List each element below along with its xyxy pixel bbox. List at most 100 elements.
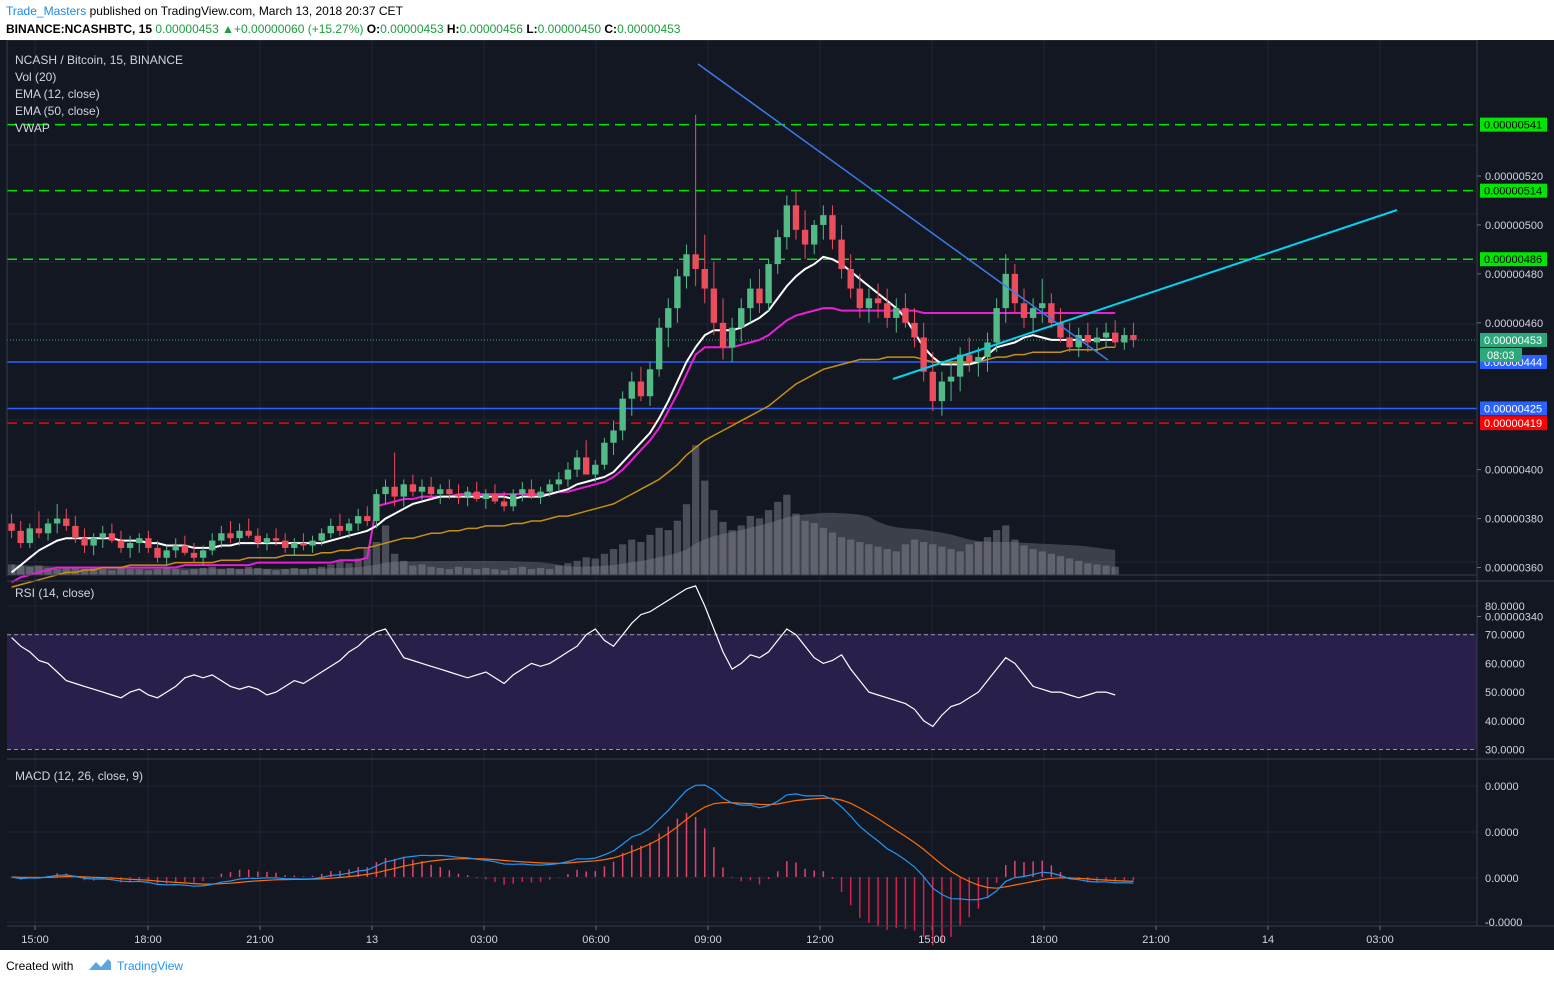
tradingview-brand-link[interactable]: TradingView <box>117 959 184 973</box>
ema12-line[interactable] <box>10 255 1116 574</box>
candle[interactable] <box>519 481 526 502</box>
candle[interactable] <box>218 525 225 548</box>
candle[interactable] <box>418 479 426 502</box>
candle[interactable] <box>437 484 444 504</box>
candle[interactable] <box>947 361 955 402</box>
candle[interactable] <box>701 234 708 304</box>
tradingview-logo-icon[interactable] <box>88 957 112 973</box>
candle[interactable] <box>738 298 745 343</box>
candle[interactable] <box>345 518 353 539</box>
candle[interactable] <box>774 229 781 274</box>
candle[interactable] <box>811 220 818 255</box>
candle[interactable] <box>975 347 982 377</box>
candle[interactable] <box>190 543 198 563</box>
rsi-line[interactable] <box>11 585 1116 728</box>
candle[interactable] <box>1020 288 1028 328</box>
candle[interactable] <box>665 298 672 348</box>
chart-canvas[interactable]: 0.00000520 0.00000500 0.00000480 0.00000460… <box>0 40 1554 950</box>
candle[interactable] <box>81 528 88 553</box>
legend-ema50[interactable]: EMA (50, close) <box>15 104 100 118</box>
candle[interactable] <box>911 308 918 348</box>
author-link[interactable]: Trade_Masters <box>6 4 87 18</box>
candle[interactable] <box>455 484 462 504</box>
legend-volume[interactable]: Vol (20) <box>15 70 56 84</box>
candle[interactable] <box>136 533 143 553</box>
candle[interactable] <box>920 322 927 382</box>
candle[interactable] <box>382 479 389 504</box>
candle[interactable] <box>181 535 189 556</box>
candle[interactable] <box>464 486 471 507</box>
macd-line[interactable] <box>11 784 1134 901</box>
candle[interactable] <box>172 538 179 558</box>
candle[interactable] <box>409 474 417 497</box>
legend-vwap[interactable]: VWAP <box>15 121 50 135</box>
candle[interactable] <box>792 190 800 240</box>
candle[interactable] <box>26 523 33 548</box>
legend-ema12[interactable]: EMA (12, close) <box>15 87 100 101</box>
candle[interactable] <box>601 437 608 470</box>
candle[interactable] <box>683 244 690 289</box>
candle[interactable] <box>847 254 854 299</box>
candle[interactable] <box>874 283 882 318</box>
candle[interactable] <box>117 530 125 553</box>
candle[interactable] <box>573 450 581 477</box>
candle[interactable] <box>865 288 873 323</box>
candle[interactable] <box>364 506 371 526</box>
candle[interactable] <box>628 371 635 416</box>
macd-axis[interactable]: 0.0000 0.0000 0.0000 -0.0000 <box>1485 781 1522 929</box>
candle[interactable] <box>564 462 572 487</box>
macd-signal-line[interactable] <box>11 797 1134 889</box>
candle[interactable] <box>820 205 827 240</box>
candle[interactable] <box>1121 327 1128 350</box>
candle[interactable] <box>154 540 161 563</box>
candle[interactable] <box>966 337 973 372</box>
time-axis[interactable]: 15:00 18:00 21:00 13 03:00 06:00 09:00 12:00 15:… <box>21 926 1394 946</box>
candle[interactable] <box>528 479 535 500</box>
candle[interactable] <box>199 545 207 566</box>
candle[interactable] <box>309 535 316 553</box>
candle[interactable] <box>163 545 170 566</box>
candle[interactable] <box>446 479 453 500</box>
candle[interactable] <box>108 523 116 544</box>
candle[interactable] <box>719 298 727 360</box>
candle[interactable] <box>35 511 43 539</box>
candle[interactable] <box>236 523 243 546</box>
candle[interactable] <box>99 525 106 548</box>
candle[interactable] <box>893 298 900 333</box>
candle[interactable] <box>747 278 754 323</box>
candle[interactable] <box>354 508 362 531</box>
candle[interactable] <box>619 391 626 441</box>
candle[interactable] <box>674 268 681 323</box>
rsi-axis[interactable]: 80.0000 70.0000 60.0000 50.0000 40.0000 30.00… <box>1485 601 1525 757</box>
candle[interactable] <box>327 518 334 539</box>
candle[interactable] <box>1002 254 1009 323</box>
candle[interactable] <box>956 347 964 392</box>
candle[interactable] <box>254 528 262 548</box>
candle[interactable] <box>646 361 654 407</box>
candle[interactable] <box>1130 322 1137 348</box>
descending-trendline[interactable] <box>697 63 1109 361</box>
candle[interactable] <box>90 533 97 556</box>
candle[interactable] <box>209 533 216 556</box>
candle[interactable] <box>1075 327 1082 358</box>
ascending-trendline[interactable] <box>892 209 1398 380</box>
candle[interactable] <box>391 452 398 507</box>
candle[interactable] <box>1066 322 1073 353</box>
candle[interactable] <box>801 210 809 260</box>
candle[interactable] <box>765 259 772 311</box>
ema50-line[interactable] <box>11 346 1116 588</box>
candle[interactable] <box>692 114 699 287</box>
candle[interactable] <box>1084 322 1092 353</box>
candle[interactable] <box>63 508 70 531</box>
candle[interactable] <box>883 288 891 328</box>
candle[interactable] <box>728 317 736 362</box>
candle[interactable] <box>300 533 307 551</box>
candle[interactable] <box>1039 278 1046 323</box>
candle[interactable] <box>44 518 52 541</box>
candle[interactable] <box>537 486 544 504</box>
candle[interactable] <box>318 528 325 546</box>
candle[interactable] <box>783 195 791 250</box>
candle[interactable] <box>1029 298 1037 333</box>
candle[interactable] <box>336 513 344 536</box>
candle[interactable] <box>1011 264 1019 314</box>
